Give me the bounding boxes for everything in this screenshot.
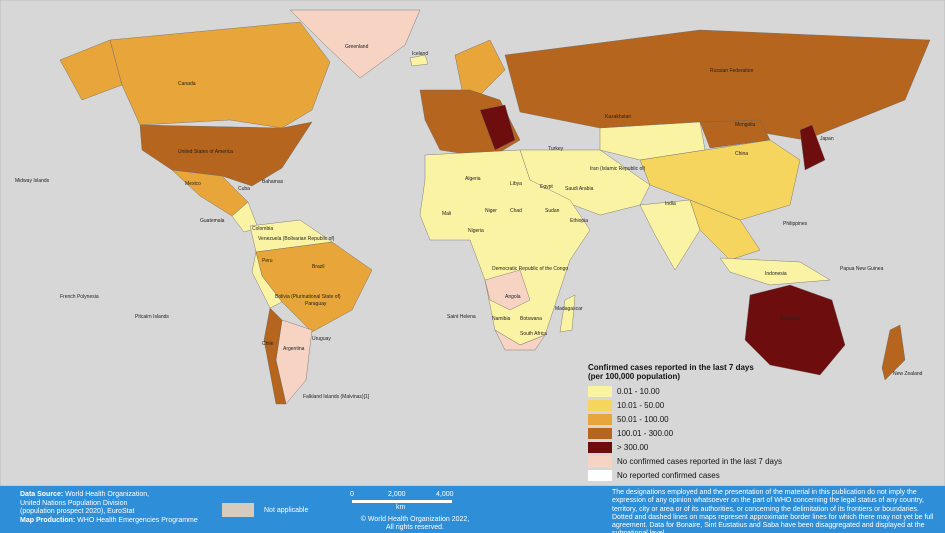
country-label: Egypt (540, 184, 553, 190)
country-label: Turkey (548, 146, 564, 152)
disclaimer: The designations employed and the presen… (612, 489, 934, 533)
scale-unit: km (396, 504, 406, 511)
country-label: United States of America (178, 149, 233, 155)
copyright-line: © World Health Organization 2022, (360, 516, 470, 523)
country-label: Cuba (238, 186, 250, 192)
country-label: Mali (442, 211, 451, 217)
legend-swatch (588, 428, 612, 439)
country-label: Indonesia (765, 271, 787, 277)
country-label: Nigeria (468, 228, 484, 234)
legend-swatch (588, 456, 612, 467)
country-label: Libya (510, 181, 522, 187)
country-label: Midway Islands (15, 178, 50, 184)
legend-label: 0.01 - 10.00 (617, 387, 660, 396)
map: Greenland Iceland Canada United States of A… (0, 0, 945, 487)
country-label: Madagascar (555, 306, 583, 312)
map-production-label: Map Production: (20, 516, 76, 524)
country-label: Bahamas (262, 179, 284, 185)
scale-bar (352, 500, 452, 503)
legend-swatch (588, 400, 612, 411)
country-label: Guatemala (200, 218, 225, 224)
country-label: New Zealand (893, 371, 923, 377)
country-label: French Polynesia (60, 294, 99, 300)
country-label: Chad (510, 208, 522, 214)
legend-swatch (588, 414, 612, 425)
legend-swatch (588, 386, 612, 397)
country-label: Sudan (545, 208, 560, 214)
scale-label: 4,000 (436, 491, 454, 498)
copyright: © World Health Organization 2022, All ri… (355, 516, 475, 532)
not-applicable-swatch (222, 503, 254, 517)
legend-swatch (588, 470, 612, 481)
country-label: Pitcairn Islands (135, 314, 169, 320)
country-label: Botswana (520, 316, 542, 322)
country-label: Brazil (312, 264, 325, 270)
country-label: Niger (485, 208, 497, 214)
country-label: Mongolia (735, 122, 756, 128)
legend-label: 100.01 - 300.00 (617, 429, 674, 438)
country-label: Falkland Islands (Malvinas)[1] (303, 394, 370, 400)
data-source-label: Data Source: (20, 491, 64, 498)
map-production: WHO Health Emergencies Programme (77, 516, 198, 524)
scale-label: 2,000 (388, 491, 406, 498)
country-label: India (665, 201, 676, 207)
legend-label: > 300.00 (617, 443, 649, 452)
country-label: Ethiopia (570, 218, 588, 224)
country-label: Democratic Republic of the Congo (492, 266, 568, 272)
data-source-line: United Nations Population Division (20, 499, 128, 507)
country-label: Algeria (465, 176, 481, 182)
country-label: Australia (780, 316, 800, 322)
country-label: Argentina (283, 346, 305, 352)
legend-label: No confirmed cases reported in the last … (617, 457, 782, 466)
country-label: Saint Helena (447, 314, 476, 320)
legend-label: No reported confirmed cases (617, 471, 720, 480)
country-label: Iceland (412, 51, 428, 57)
legend-swatch (588, 442, 612, 453)
not-applicable: Not applicable (264, 507, 309, 514)
legend-title: Confirmed cases reported in the last 7 d… (588, 363, 754, 372)
country-label: Japan (820, 136, 834, 142)
country-label: Kazakhstan (605, 114, 631, 120)
data-source-line: World Health Organization, (65, 491, 150, 498)
copyright-line: All rights reserved. (386, 524, 444, 531)
country-label: Greenland (345, 44, 369, 50)
country-label: Peru (262, 258, 273, 264)
country-label: South Africa (520, 331, 547, 337)
country-label: Bolivia (Plurinational State of) (275, 294, 341, 300)
country-label: Saudi Arabia (565, 186, 594, 192)
country-label: Angola (505, 294, 521, 300)
country-label: China (735, 151, 748, 157)
country-label: Russian Federation (710, 68, 754, 74)
country-label: Uruguay (312, 336, 331, 342)
scale-label: 0 (350, 491, 354, 498)
legend-label: 50.01 - 100.00 (617, 415, 669, 424)
legend-label: 10.01 - 50.00 (617, 401, 665, 410)
country-label: Philippines (783, 221, 808, 227)
legend-title: (per 100,000 population) (588, 372, 680, 381)
data-source: Data Source: World Health Organization, … (20, 491, 198, 525)
country-label: Iran (Islamic Republic of) (590, 166, 646, 172)
footer: Data Source: World Health Organization, … (0, 486, 945, 533)
country-label: Paraguay (305, 301, 327, 307)
country-label: Chile (262, 341, 274, 347)
country-label: Canada (178, 81, 196, 87)
data-source-line: (population prospect 2020), EuroStat (20, 508, 135, 515)
country-label: Mexico (185, 181, 201, 187)
country-label: Namibia (492, 316, 511, 322)
country-label: Colombia (252, 226, 273, 232)
country-label: Venezuela (Bolivarian Republic of) (258, 236, 335, 242)
country-label: Papua New Guinea (840, 266, 884, 272)
